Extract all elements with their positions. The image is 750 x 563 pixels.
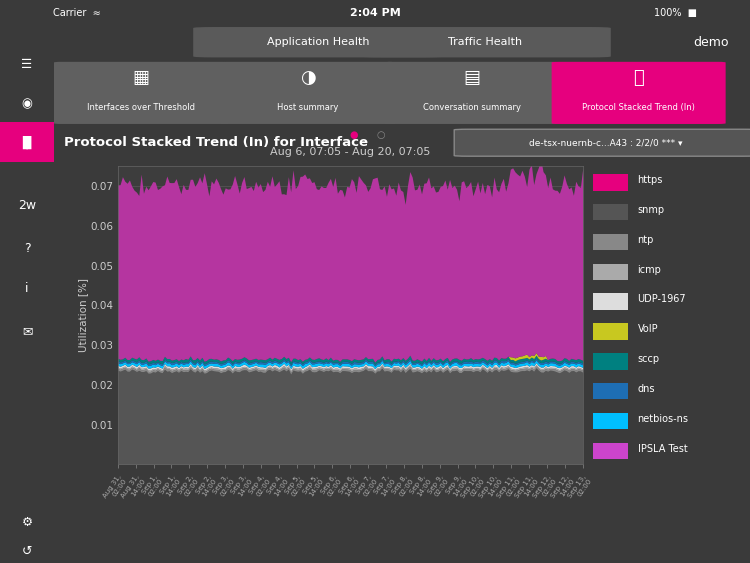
FancyBboxPatch shape (385, 62, 559, 124)
Text: 📉: 📉 (633, 69, 644, 87)
Text: ●: ● (349, 130, 358, 140)
Text: ◉: ◉ (22, 97, 32, 110)
FancyBboxPatch shape (221, 62, 395, 124)
Text: Protocol Stacked Trend (In) for Interface: Protocol Stacked Trend (In) for Interfac… (64, 136, 368, 149)
FancyBboxPatch shape (454, 129, 750, 156)
Text: https: https (638, 175, 663, 185)
Text: ✉: ✉ (22, 325, 32, 338)
Y-axis label: Utilization [%]: Utilization [%] (79, 278, 88, 352)
Text: ntp: ntp (638, 235, 654, 245)
Text: snmp: snmp (638, 205, 664, 215)
Text: Interfaces over Threshold: Interfaces over Threshold (87, 103, 195, 112)
Text: UDP-1967: UDP-1967 (638, 294, 686, 305)
Bar (593, 323, 628, 339)
Bar (593, 174, 628, 190)
Bar (0, 122, 54, 163)
Text: ◑: ◑ (300, 69, 316, 87)
Text: de-tsx-nuernb-c...A43 : 2/2/0 *** ▾: de-tsx-nuernb-c...A43 : 2/2/0 *** ▾ (530, 138, 682, 147)
Text: Host summary: Host summary (278, 103, 339, 112)
Text: Protocol Stacked Trend (In): Protocol Stacked Trend (In) (582, 103, 695, 112)
Text: ☰: ☰ (21, 57, 33, 70)
Text: Conversation summary: Conversation summary (422, 103, 520, 112)
Text: Application Health: Application Health (267, 37, 370, 47)
Text: dns: dns (638, 384, 655, 394)
Bar (593, 234, 628, 250)
FancyBboxPatch shape (360, 27, 610, 57)
Text: IPSLA Test: IPSLA Test (638, 444, 687, 454)
Text: ○: ○ (376, 130, 386, 140)
Text: demo: demo (694, 35, 729, 49)
Text: ?: ? (24, 242, 30, 255)
FancyBboxPatch shape (552, 62, 726, 124)
Text: 100%  ■: 100% ■ (655, 8, 698, 17)
Text: Traffic Health: Traffic Health (448, 37, 523, 47)
Text: ▤: ▤ (463, 69, 480, 87)
Bar (593, 204, 628, 220)
Text: ⚙: ⚙ (21, 516, 33, 529)
FancyBboxPatch shape (54, 62, 228, 124)
Bar (593, 353, 628, 369)
Bar (593, 293, 628, 310)
Text: 2w: 2w (18, 199, 36, 212)
Text: VoIP: VoIP (638, 324, 658, 334)
Text: sccp: sccp (638, 354, 660, 364)
Bar (593, 263, 628, 280)
Text: netbios-ns: netbios-ns (638, 414, 688, 424)
Bar (593, 443, 628, 459)
Text: Aug 6, 07:05 - Aug 20, 07:05: Aug 6, 07:05 - Aug 20, 07:05 (270, 147, 430, 157)
Text: ↺: ↺ (22, 544, 32, 558)
Text: ▐▌: ▐▌ (17, 136, 37, 149)
Text: 2:04 PM: 2:04 PM (350, 8, 400, 17)
FancyBboxPatch shape (194, 27, 444, 57)
Text: Carrier  ≈: Carrier ≈ (53, 8, 100, 17)
Bar (593, 413, 628, 429)
Text: icmp: icmp (638, 265, 662, 275)
Text: ▦: ▦ (133, 69, 149, 87)
Bar (593, 383, 628, 399)
Text: i: i (26, 282, 28, 295)
